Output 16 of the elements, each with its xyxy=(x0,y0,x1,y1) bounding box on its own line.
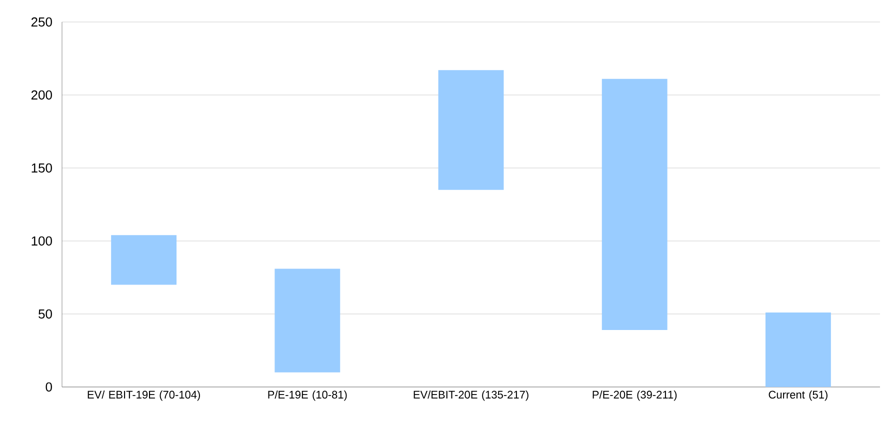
bar xyxy=(602,78,668,330)
bar xyxy=(765,312,831,387)
y-tick-label: 250 xyxy=(31,17,52,27)
x-tick-label: EV/ EBIT-19E (70-104) xyxy=(88,390,200,401)
x-tick-label: P/E-19E (10-81) xyxy=(268,390,347,401)
x-tick-label: EV/EBIT-20E (135-217) xyxy=(414,390,528,401)
bar xyxy=(274,268,340,372)
bar xyxy=(438,70,504,190)
y-tick-label: 100 xyxy=(32,236,52,246)
y-tick-label: 150 xyxy=(32,163,52,173)
y-tick-label: 50 xyxy=(38,309,52,319)
y-tick-label: 0 xyxy=(46,382,52,392)
x-tick-label: P/E-20E (39-211) xyxy=(592,390,677,401)
y-tick-label: 200 xyxy=(31,90,52,100)
x-tick-label: Current (51) xyxy=(768,390,828,401)
bar xyxy=(111,235,177,285)
